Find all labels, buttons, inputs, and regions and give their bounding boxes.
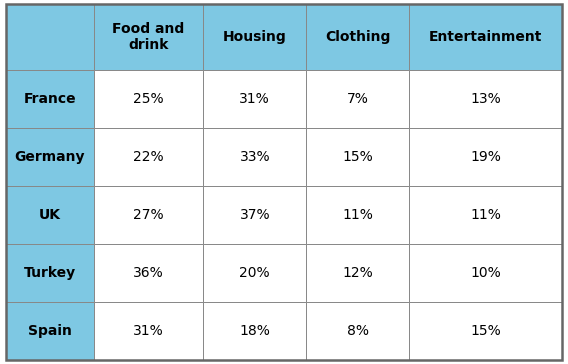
Bar bbox=[203, 244, 306, 302]
Bar bbox=[306, 186, 410, 244]
Text: 25%: 25% bbox=[133, 92, 164, 106]
Text: 7%: 7% bbox=[347, 92, 369, 106]
Bar bbox=[306, 244, 410, 302]
Bar bbox=[410, 128, 562, 186]
Text: 31%: 31% bbox=[133, 324, 164, 338]
Text: 11%: 11% bbox=[343, 208, 373, 222]
Bar bbox=[6, 302, 94, 360]
Bar bbox=[6, 128, 94, 186]
Text: Spain: Spain bbox=[28, 324, 72, 338]
Text: 15%: 15% bbox=[343, 150, 373, 164]
Text: 22%: 22% bbox=[133, 150, 164, 164]
Text: 31%: 31% bbox=[239, 92, 270, 106]
Bar bbox=[203, 302, 306, 360]
Text: 19%: 19% bbox=[470, 150, 501, 164]
Bar bbox=[94, 302, 203, 360]
Bar bbox=[410, 302, 562, 360]
Text: Food and
drink: Food and drink bbox=[112, 22, 185, 52]
Text: 11%: 11% bbox=[470, 208, 501, 222]
Text: 13%: 13% bbox=[470, 92, 501, 106]
Text: 18%: 18% bbox=[239, 324, 270, 338]
Bar bbox=[410, 4, 562, 70]
Text: Clothing: Clothing bbox=[325, 30, 390, 44]
Text: Germany: Germany bbox=[14, 150, 85, 164]
Text: 37%: 37% bbox=[240, 208, 270, 222]
Bar bbox=[94, 4, 203, 70]
Text: France: France bbox=[23, 92, 76, 106]
Bar bbox=[306, 128, 410, 186]
Text: Turkey: Turkey bbox=[24, 266, 76, 280]
Text: 15%: 15% bbox=[470, 324, 501, 338]
Bar bbox=[6, 244, 94, 302]
Bar bbox=[94, 128, 203, 186]
Bar bbox=[94, 70, 203, 128]
Bar bbox=[410, 186, 562, 244]
Text: 8%: 8% bbox=[346, 324, 369, 338]
Bar bbox=[6, 186, 94, 244]
Bar bbox=[6, 4, 94, 70]
Text: UK: UK bbox=[39, 208, 61, 222]
Text: 12%: 12% bbox=[343, 266, 373, 280]
Bar bbox=[203, 70, 306, 128]
Text: 27%: 27% bbox=[133, 208, 164, 222]
Text: 10%: 10% bbox=[470, 266, 501, 280]
Bar bbox=[306, 4, 410, 70]
Text: 33%: 33% bbox=[240, 150, 270, 164]
Bar bbox=[203, 4, 306, 70]
Text: 36%: 36% bbox=[133, 266, 164, 280]
Bar bbox=[94, 186, 203, 244]
Text: Entertainment: Entertainment bbox=[429, 30, 542, 44]
Text: 20%: 20% bbox=[240, 266, 270, 280]
Bar bbox=[306, 302, 410, 360]
Bar bbox=[306, 70, 410, 128]
Bar bbox=[203, 128, 306, 186]
Bar bbox=[6, 70, 94, 128]
Bar bbox=[94, 244, 203, 302]
Text: Housing: Housing bbox=[223, 30, 287, 44]
Bar bbox=[203, 186, 306, 244]
Bar bbox=[410, 244, 562, 302]
Bar bbox=[410, 70, 562, 128]
